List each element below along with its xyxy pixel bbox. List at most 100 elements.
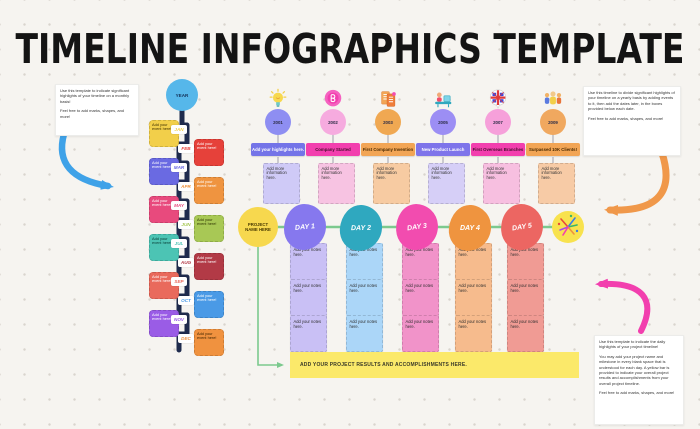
event-text: Add your event here! <box>197 255 217 265</box>
page-title: TIMELINE INFOGRAPHICS TEMPLATE <box>15 24 685 73</box>
year-start-label: YEAR <box>175 92 189 98</box>
note-body: Use this timeline to divide significant … <box>588 90 675 112</box>
left-instruction-note[interactable]: Use this template to indicate significan… <box>55 84 139 136</box>
event-text: Add your event here! <box>152 274 172 284</box>
month-label-dec[interactable]: DEC <box>178 334 194 343</box>
milestone-title-bar[interactable]: Surpassed 10K Clients! <box>526 143 580 156</box>
month-event-box-jun[interactable]: Add your event here! <box>194 215 224 242</box>
month-event-box-apr[interactable]: Add your event here! <box>194 177 224 204</box>
month-label-jan[interactable]: JAN <box>171 125 187 134</box>
month-label-nov[interactable]: NOV <box>171 315 187 324</box>
milestone-info-box[interactable]: Add more information here. <box>318 163 355 204</box>
milestone-column-6: 2009 Surpassed 10K Clients! Add more inf… <box>525 88 581 204</box>
day-4-note-2[interactable]: Add your notes here. <box>455 279 492 316</box>
month-label-jun[interactable]: JUN <box>178 220 194 229</box>
milestone-column-3: 2003 First Company Invention Add more in… <box>360 88 416 204</box>
results-banner[interactable]: ADD YOUR PROJECT RESULTS AND ACCOMPLISHM… <box>290 352 579 378</box>
year-start-circle[interactable]: YEAR <box>166 79 198 111</box>
day-1-note-2[interactable]: Add your notes here. <box>290 279 327 316</box>
project-name-circle[interactable]: PROJECT NAME HERE <box>238 207 278 247</box>
banner-connector-arrow[interactable] <box>257 246 284 368</box>
milestone-stems <box>277 134 554 163</box>
milestone-column-2: 2002 Company Started Add more informatio… <box>305 88 361 204</box>
note-footer: Feel free to add marks, shapes, and more… <box>588 115 664 121</box>
month-event-box-aug[interactable]: Add your event here! <box>194 253 224 280</box>
milestone-year: 2001 <box>273 119 283 125</box>
day-4-note-3[interactable]: Add your notes here. <box>455 315 492 352</box>
uk-flag-icon[interactable] <box>487 88 509 110</box>
event-text: Add your event here! <box>152 312 172 322</box>
day-2-note-2[interactable]: Add your notes here. <box>346 279 383 316</box>
event-text: Add your event here! <box>197 141 217 151</box>
month-label-aug[interactable]: AUG <box>178 258 194 267</box>
day-1-note-3[interactable]: Add your notes here. <box>290 315 327 352</box>
note-body-2: You may add your project name and milest… <box>599 353 670 386</box>
event-text: Add your event here! <box>197 179 217 189</box>
event-text: Add your event here! <box>197 217 217 227</box>
team-icon[interactable] <box>542 88 564 110</box>
month-label-mar[interactable]: MAR <box>171 163 187 172</box>
results-banner-text: ADD YOUR PROJECT RESULTS AND ACCOMPLISHM… <box>300 362 467 368</box>
milestone-year: 2009 <box>548 119 558 125</box>
milestone-column-5: 2007 First Overseas Branches Add more in… <box>470 88 526 204</box>
note-footer: Feel free to add marks, shapes, and more… <box>60 108 125 119</box>
day-3-note-3[interactable]: Add your notes here. <box>402 315 439 352</box>
day-2-note-3[interactable]: Add your notes here. <box>346 315 383 352</box>
milestone-year-circle[interactable]: 2002 <box>320 109 346 135</box>
blue-curved-arrow[interactable] <box>58 130 114 190</box>
milestone-year: 2002 <box>328 119 338 125</box>
milestone-year: 2005 <box>438 119 448 125</box>
month-label-may[interactable]: MAY <box>171 201 187 210</box>
event-text: Add your event here! <box>197 331 217 341</box>
pink-curved-arrow[interactable] <box>595 278 651 334</box>
month-label-feb[interactable]: FEB <box>178 144 194 153</box>
milestone-info-box[interactable]: Add more information here. <box>428 163 465 204</box>
day-5-note-2[interactable]: Add your notes here. <box>507 279 544 316</box>
milestone-year-circle[interactable]: 2007 <box>485 109 511 135</box>
milestone-title-bar[interactable]: Company Started <box>306 143 360 156</box>
note-body: Use this template to indicate significan… <box>60 88 130 104</box>
event-text: Add your event here! <box>197 293 217 303</box>
milestone-year-circle[interactable]: 2003 <box>375 109 401 135</box>
event-text: Add your event here! <box>152 122 172 132</box>
milestone-year: 2003 <box>383 119 393 125</box>
project-name-label: PROJECT NAME HERE <box>245 222 271 232</box>
right-bottom-instruction-note[interactable]: Use this template to indicate the daily … <box>594 335 684 425</box>
milestone-title-bar[interactable]: First Overseas Branches <box>471 143 525 156</box>
month-label-apr[interactable]: APR <box>178 182 194 191</box>
company-logo-icon[interactable] <box>322 88 344 110</box>
month-label-sep[interactable]: SEP <box>171 277 187 286</box>
month-label-oct[interactable]: OCT <box>178 296 194 305</box>
milestone-info-box[interactable]: Add more information here. <box>538 163 575 204</box>
milestone-year-circle[interactable]: 2009 <box>540 109 566 135</box>
day-5-note-3[interactable]: Add your notes here. <box>507 315 544 352</box>
documents-icon[interactable] <box>377 88 399 110</box>
event-text: Add your event here! <box>152 236 172 246</box>
milestone-info-box[interactable]: Add more information here. <box>263 163 300 204</box>
month-event-box-dec[interactable]: Add your event here! <box>194 329 224 356</box>
milestone-year-circle[interactable]: 2001 <box>265 109 291 135</box>
milestone-year-circle[interactable]: 2005 <box>430 109 456 135</box>
event-text: Add your event here! <box>152 160 172 170</box>
milestone-year: 2007 <box>493 119 503 125</box>
milestone-title-bar[interactable]: First Company Invention <box>361 143 415 156</box>
day-1-blob[interactable]: DAY 1 <box>284 204 326 250</box>
milestone-title-bar[interactable]: Add your highlights here. <box>251 143 305 156</box>
orange-curved-arrow[interactable] <box>604 149 670 216</box>
milestone-column-4: 2005 New Product Launch Add more informa… <box>415 88 471 204</box>
month-event-box-feb[interactable]: Add your event here! <box>194 139 224 166</box>
note-footer: Feel free to add marks, shapes, and more… <box>599 390 675 396</box>
month-event-box-oct[interactable]: Add your event here! <box>194 291 224 318</box>
note-body: Use this template to indicate the daily … <box>599 339 666 350</box>
celebration-confetti-icon[interactable] <box>551 210 585 244</box>
milestone-title-bar[interactable]: New Product Launch <box>416 143 470 156</box>
right-top-instruction-note[interactable]: Use this timeline to divide significant … <box>583 86 681 156</box>
lightbulb-icon[interactable] <box>267 88 289 110</box>
milestone-info-box[interactable]: Add more information here. <box>483 163 520 204</box>
month-label-jul[interactable]: JUL <box>171 239 187 248</box>
day-3-note-2[interactable]: Add your notes here. <box>402 279 439 316</box>
milestone-info-box[interactable]: Add more information here. <box>373 163 410 204</box>
workstation-icon[interactable] <box>432 88 454 110</box>
event-text: Add your event here! <box>152 198 172 208</box>
